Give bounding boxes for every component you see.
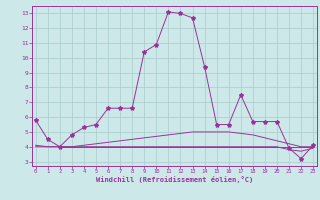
X-axis label: Windchill (Refroidissement éolien,°C): Windchill (Refroidissement éolien,°C): [96, 176, 253, 183]
